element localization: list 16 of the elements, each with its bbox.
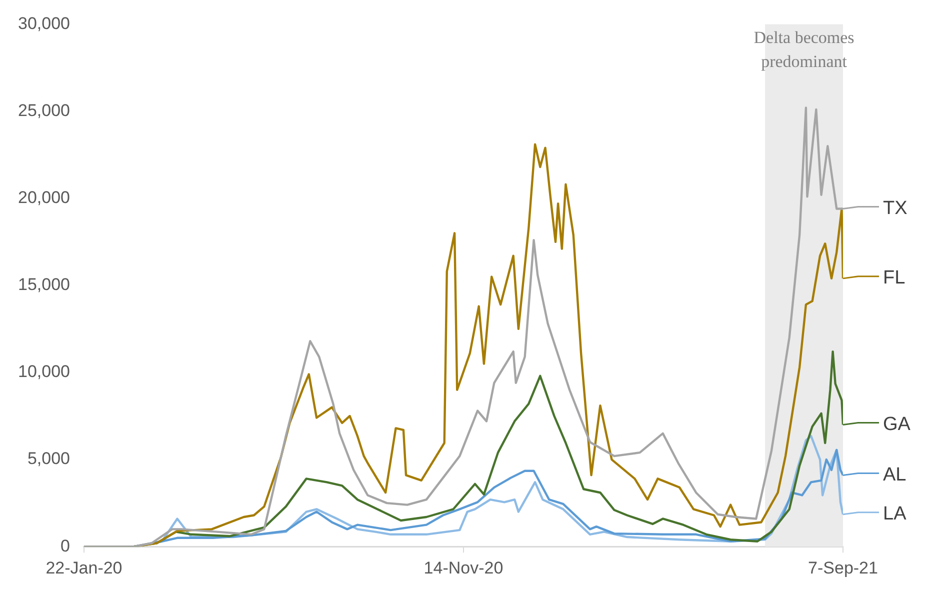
- y-tick-label: 0: [60, 536, 70, 556]
- x-tick-label: 14-Nov-20: [424, 558, 504, 578]
- band-label: Delta becomes predominant: [754, 28, 854, 72]
- y-tick-label: 30,000: [18, 14, 70, 33]
- legend-label: AL: [883, 464, 906, 486]
- x-tick-label: 22-Jan-20: [46, 558, 122, 578]
- legend-label: LA: [883, 504, 907, 525]
- legend-label: GA: [883, 414, 911, 435]
- y-tick-label: 10,000: [18, 362, 70, 382]
- y-tick-label: 25,000: [18, 100, 70, 120]
- y-tick-label: 20,000: [18, 188, 70, 208]
- x-tick-label: 7-Sep-21: [808, 558, 878, 578]
- y-tick-label: 15,000: [18, 275, 70, 294]
- legend-label: FL: [883, 268, 906, 289]
- legend-label: TX: [883, 198, 908, 220]
- y-tick-label: 5,000: [27, 449, 70, 468]
